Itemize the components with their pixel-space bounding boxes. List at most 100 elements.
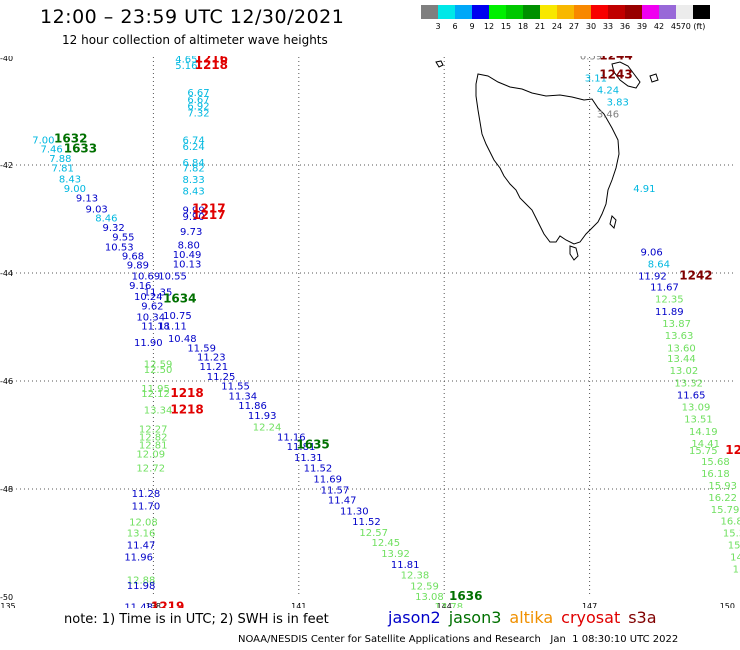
wave-height-value: 11.93 [248, 411, 277, 422]
tasmania-coastline [436, 61, 658, 260]
wave-height-value: 16.22 [708, 493, 737, 504]
wave-height-value: 11.67 [650, 282, 679, 293]
y-tick-label: -48 [0, 485, 13, 494]
scale-swatch [574, 5, 591, 19]
bruny-island [570, 246, 578, 260]
altimeter-map: 135 138 141 144 147 150-40-42-44-46-48-50 4.6… [0, 56, 740, 608]
scale-swatch [455, 5, 472, 19]
wave-height-value: 12.45 [372, 538, 401, 549]
scale-swatch [693, 5, 710, 19]
pass-time-label: 1635 [296, 438, 329, 452]
scale-swatch [557, 5, 574, 19]
scale-swatch [438, 5, 455, 19]
scale-label: 15 [501, 22, 511, 31]
wave-height-value: 7.82 [182, 163, 204, 174]
pass-time-label: 1218 [195, 58, 228, 72]
scale-label: 27 [569, 22, 579, 31]
pass-time-label: 1244 [599, 56, 632, 63]
wave-height-value: 13.63 [665, 331, 694, 342]
y-tick-label: -50 [0, 593, 13, 602]
wave-height-value: 15.93 [708, 481, 737, 492]
wave-height-value: 10.55 [158, 271, 187, 282]
x-tick-label: 150 [720, 602, 735, 608]
scale-swatch [625, 5, 642, 19]
y-tick-label: -46 [0, 377, 13, 386]
wave-height-value: 4.91 [633, 184, 655, 195]
lat-lon-grid [8, 57, 735, 597]
wave-height-value: 11.52 [304, 464, 333, 475]
scale-swatch [608, 5, 625, 19]
pass-time-label: 1218 [170, 386, 203, 400]
y-tick-label: -44 [0, 269, 13, 278]
wave-height-value: 11.30 [340, 506, 369, 517]
wave-height-value: 11.70 [132, 502, 161, 513]
scale-swatch [472, 5, 489, 19]
scale-swatch [506, 5, 523, 19]
wave-height-value: 14.19 [689, 427, 718, 438]
legend-s3a: s3a [628, 608, 656, 627]
scale-label: 45 [671, 22, 681, 31]
wave-height-value: 13.09 [682, 403, 711, 414]
legend-cryosat: cryosat [561, 608, 620, 627]
wave-height-value: 11.31 [294, 453, 323, 464]
pass-time-label: 1217 [192, 208, 225, 222]
wave-height-value: 11.69 [313, 475, 342, 486]
wave-height-value: 11.98 [127, 581, 156, 592]
scale-label: 9 [469, 22, 474, 31]
maria-island [610, 216, 616, 228]
scale-label: 21 [535, 22, 545, 31]
wave-height-value: 11.11 [158, 322, 187, 333]
wave-height-value: 9.13 [76, 194, 98, 205]
wave-height-color-scale [421, 5, 710, 19]
wave-height-value: 13.92 [381, 549, 410, 560]
wave-height-value: 11.90 [134, 338, 163, 349]
wave-height-value: 12.38 [401, 571, 430, 582]
pass-time-label: 1219 [151, 605, 184, 608]
wave-height-value: 13.87 [662, 319, 691, 330]
wave-height-value: 11.96 [124, 552, 153, 563]
map-title: 12:00 – 23:59 UTC 12/30/2021 [40, 6, 344, 28]
wave-height-value: 8.33 [182, 175, 204, 186]
scale-label: 30 [586, 22, 596, 31]
wave-height-value: 13.32 [674, 378, 703, 389]
wave-height-value: 13.34 [144, 405, 173, 416]
wave-height-value: 13.60 [667, 343, 696, 354]
wave-height-value: 11.81 [391, 560, 420, 571]
legend-altika: altika [509, 608, 553, 627]
scale-label: 12 [484, 22, 494, 31]
wave-height-value: 10.13 [173, 260, 202, 271]
king-island-islet [436, 61, 443, 67]
pass-time-label: 1633 [64, 142, 97, 156]
scale-swatch [523, 5, 540, 19]
wave-height-value: 3.83 [607, 98, 629, 109]
wave-height-value: 11.65 [677, 390, 706, 401]
wave-height-value: 15.79 [711, 505, 740, 516]
scale-swatch [421, 5, 438, 19]
scale-label: 70 (ft) [681, 22, 706, 31]
scale-label: 3 [435, 22, 440, 31]
scale-swatch [659, 5, 676, 19]
credit-line: NOAA/NESDIS Center for Satellite Applica… [238, 634, 678, 645]
pass-time-label: 1242 [679, 268, 712, 282]
wave-height-value: 15. [728, 540, 740, 551]
wave-height-value: 3.46 [597, 109, 619, 120]
wave-height-value: 1. [733, 565, 740, 576]
wave-height-value: 11.52 [352, 517, 381, 528]
scale-label: 33 [603, 22, 613, 31]
wave-height-value: 12.50 [144, 365, 173, 376]
wave-height-value: 13.16 [127, 529, 156, 540]
wave-height-value: 13.51 [684, 415, 713, 426]
wave-height-value: 12.59 [410, 581, 439, 592]
x-tick-label: 141 [291, 602, 306, 608]
pass-time-label: 1218 [170, 402, 203, 416]
satellite-legend: jason2 jason3 altika cryosat s3a [388, 608, 665, 627]
wave-height-value: 8.64 [648, 260, 670, 271]
pass-time-label: 1636 [449, 589, 482, 603]
x-tick-label: 135 [0, 602, 15, 608]
wave-height-observations: 4.655.166.676.676.927.326.746.246.847.82… [32, 56, 740, 608]
scale-label: 39 [637, 22, 647, 31]
wave-height-value: 12.09 [136, 450, 165, 461]
y-tick-label: -42 [0, 161, 13, 170]
wave-height-value: 15.3 [723, 529, 740, 540]
wave-height-value: 11.47 [328, 496, 357, 507]
